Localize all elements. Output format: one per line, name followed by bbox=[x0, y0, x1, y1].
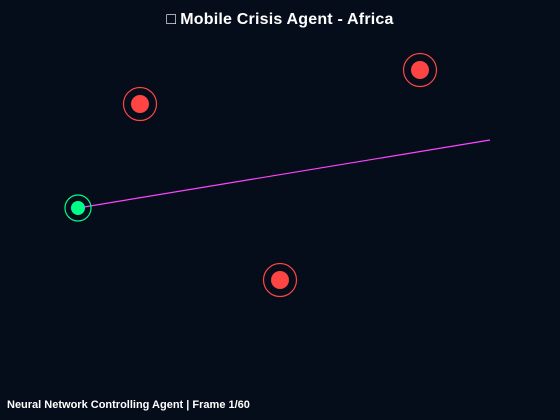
title-icon: □ bbox=[166, 11, 177, 28]
footer-label: Neural Network Controlling Agent bbox=[7, 399, 184, 411]
frame-counter: Frame 1/60 bbox=[192, 399, 250, 411]
agent-trajectory-line bbox=[77, 139, 491, 209]
agent-ring bbox=[64, 194, 92, 222]
crisis-point-ring bbox=[402, 52, 438, 88]
status-footer: Neural Network Controlling Agent | Frame… bbox=[7, 399, 250, 411]
agent bbox=[64, 194, 92, 222]
trajectory-layer bbox=[77, 139, 491, 209]
footer-separator: | bbox=[186, 399, 190, 411]
page-title: □ Mobile Crisis Agent - Africa bbox=[0, 11, 560, 29]
crisis-point bbox=[402, 52, 438, 88]
crisis-point-core bbox=[131, 95, 149, 113]
crisis-point-core bbox=[271, 271, 289, 289]
crisis-point-ring bbox=[262, 262, 298, 298]
crisis-point-ring bbox=[122, 86, 158, 122]
crisis-point bbox=[262, 262, 298, 298]
agent-core bbox=[71, 201, 85, 215]
crisis-point bbox=[122, 86, 158, 122]
crisis-point-core bbox=[411, 61, 429, 79]
title-text: Mobile Crisis Agent - Africa bbox=[180, 11, 394, 28]
